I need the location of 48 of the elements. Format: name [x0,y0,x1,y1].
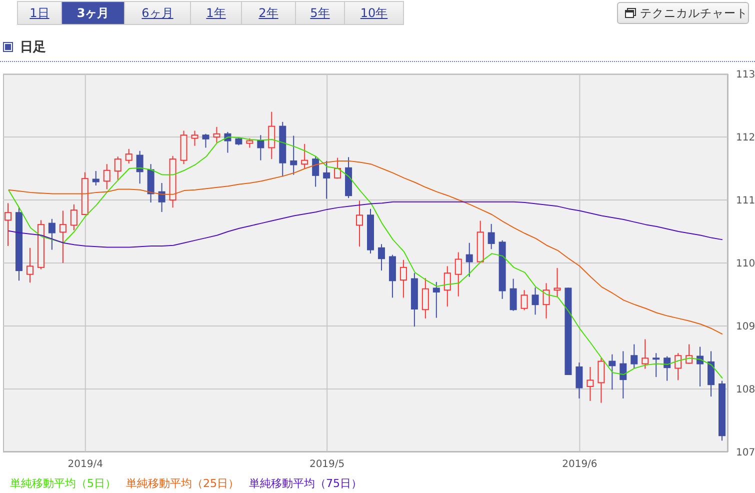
candlestick [620,350,627,399]
candlestick [652,352,660,378]
text: 1年 [190,2,241,24]
text: 単純移動平均（25日） [126,476,239,491]
candlestick [26,247,34,284]
line-series [8,160,724,335]
y-tick-label: 109 [736,322,755,333]
text: 10年 [344,2,403,24]
x-tick-label: 2019/4 [68,459,103,470]
candlestick [268,111,276,160]
text: 単純移動平均（75日） [249,476,362,491]
candlestick [59,210,66,264]
candlestick [532,287,539,316]
candlestick [103,164,110,190]
candlestick [323,160,330,200]
text: 1日 [18,2,61,24]
candlestick [356,200,364,248]
chart-title: 日足 [20,39,46,56]
candlestick [422,278,429,319]
candlestick [410,272,418,328]
candlestick [400,259,407,298]
y-tick-label: 108 [736,384,755,396]
candlestick [378,244,385,272]
candlestick [444,266,451,307]
text: 単純移動平均（5日） [10,476,116,491]
candlestick [290,135,298,176]
candlestick [542,282,550,319]
candlestick [92,170,100,186]
line-series [8,201,724,248]
candlestick [158,182,166,212]
text: 6ヶ月 [124,2,190,24]
candlestick [586,366,594,402]
text: 2年 [241,2,295,24]
x-tick-label: 2019/5 [309,459,345,470]
text: テクニカルチャート [640,5,748,22]
candlestick [696,346,704,387]
y-tick-label: 113 [736,70,755,81]
y-tick-label: 112 [736,132,755,144]
x-tick-label: 2019/6 [562,459,598,470]
y-tick-label: 111 [736,196,755,207]
candlestick [4,202,12,246]
candlestick [708,350,715,398]
text: 3ヶ月 [61,2,124,24]
candlestick [608,354,616,390]
text: 5年 [295,2,344,24]
y-tick-label: 107 [736,448,755,459]
y-tick-label: 110 [736,258,755,270]
candlestick [466,242,473,278]
